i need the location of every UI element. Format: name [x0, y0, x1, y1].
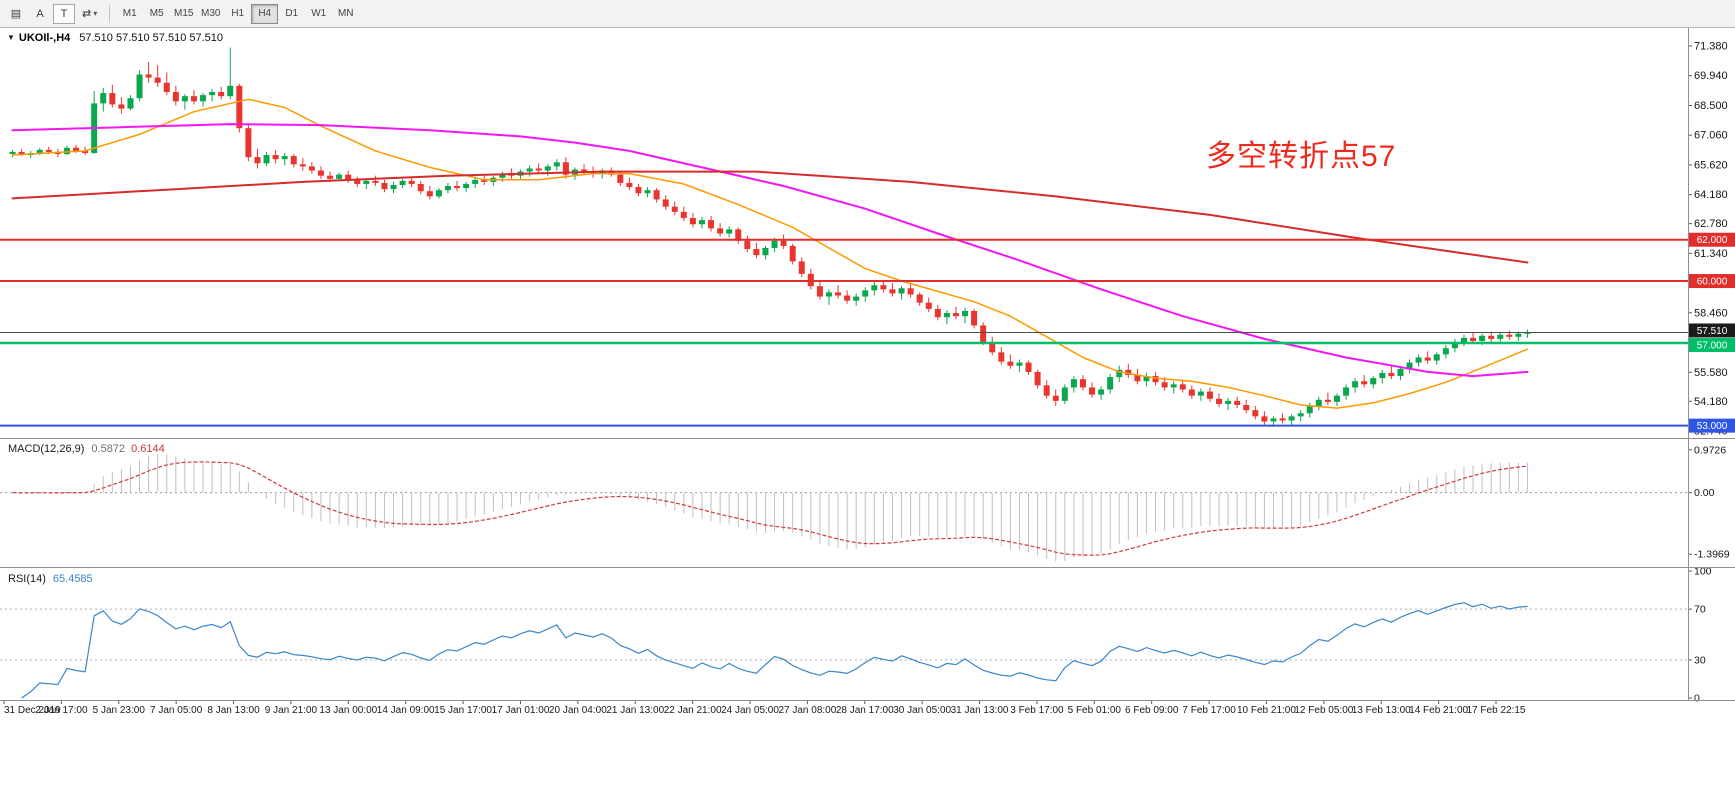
- timeframe-button-h1[interactable]: H1: [224, 4, 251, 24]
- rsi-tick-label: 70: [1694, 604, 1706, 616]
- time-tick-label: 13 Jan 00:00: [319, 705, 377, 716]
- time-tick-label: 31 Dec 2019: [4, 705, 61, 716]
- price-tick-label: 65.620: [1694, 159, 1728, 171]
- price-tick-label: 55.580: [1694, 367, 1728, 379]
- chart-title: ▼ UKOIl-,H4 57.510 57.510 57.510 57.510: [7, 32, 223, 44]
- time-tick-label: 6 Feb 09:00: [1125, 705, 1179, 716]
- toolbar: ▤ A T ⇄ ▾ M1 M5 M15 M30 H1 H4 D1 W1 MN: [0, 0, 1735, 28]
- time-tick-label: 21 Jan 13:00: [606, 705, 664, 716]
- price-tick-label: 54.180: [1694, 396, 1728, 408]
- svg-text:53.000: 53.000: [1697, 421, 1728, 432]
- price-tick-label: 64.180: [1694, 189, 1728, 201]
- price-tick-label: 69.940: [1694, 70, 1728, 82]
- price-tick-label: 61.340: [1694, 248, 1728, 260]
- rsi-tick-label: 30: [1694, 654, 1706, 666]
- time-tick-label: 22 Jan 21:00: [664, 705, 722, 716]
- rsi-name: RSI(14): [8, 573, 46, 585]
- time-tick-label: 10 Feb 21:00: [1237, 705, 1296, 716]
- rsi-line: [21, 602, 1528, 699]
- macd-tick-label: 0.9726: [1694, 444, 1726, 456]
- timeframe-button-m15[interactable]: M15: [170, 4, 197, 24]
- time-tick-label: 8 Jan 13:00: [207, 705, 260, 716]
- time-tick-label: 17 Feb 22:15: [1467, 705, 1526, 716]
- ma-medium-magenta: [11, 123, 1529, 378]
- timeframe-button-m1[interactable]: M1: [116, 4, 143, 24]
- price-tag: 62.000: [1689, 232, 1735, 247]
- timeframe-button-d1[interactable]: D1: [278, 4, 305, 24]
- main-price-panel[interactable]: [0, 47, 1688, 427]
- collapse-triangle-icon: ▼: [7, 33, 15, 42]
- toolbar-separator: [109, 4, 111, 23]
- time-tick-label: 9 Jan 21:00: [265, 705, 318, 716]
- macd-indicator-label: MACD(12,26,9) 0.5872 0.6144: [8, 443, 165, 455]
- chart-templates-button[interactable]: ▤: [5, 4, 27, 24]
- time-tick-label: 14 Jan 09:00: [377, 705, 435, 716]
- time-tick-label: 14 Feb 21:00: [1409, 705, 1468, 716]
- svg-text:62.000: 62.000: [1697, 235, 1728, 246]
- macd-signal-value: 0.6144: [131, 443, 165, 455]
- timeframe-group: M1 M5 M15 M30 H1 H4 D1 W1 MN: [116, 3, 359, 24]
- price-tag: 53.000: [1689, 418, 1735, 433]
- time-tick-label: 5 Jan 23:00: [93, 705, 146, 716]
- svg-text:57.510: 57.510: [1697, 326, 1728, 337]
- timeframe-button-h4[interactable]: H4: [251, 3, 279, 24]
- candlestick-series: [9, 47, 1531, 427]
- rsi-value: 65.4585: [52, 573, 93, 585]
- time-tick-label: 30 Jan 05:00: [893, 705, 951, 716]
- timeframe-button-w1[interactable]: W1: [305, 4, 332, 24]
- price-tick-label: 67.060: [1694, 130, 1728, 142]
- macd-tick-label: -1.3969: [1694, 549, 1730, 561]
- price-axis[interactable]: 71.380 69.940 68.500 67.060 65.620 64.180 62.7…: [1688, 40, 1735, 438]
- price-tag: 60.000: [1689, 274, 1735, 289]
- cycle-dropdown-button[interactable]: ⇄ ▾: [77, 4, 102, 24]
- price-tag: 57.000: [1689, 338, 1735, 353]
- chevron-down-icon: ▾: [93, 9, 98, 18]
- price-tick-label: 58.460: [1694, 307, 1728, 319]
- time-tick-label: 12 Feb 05:00: [1294, 705, 1353, 716]
- svg-text:57.000: 57.000: [1697, 341, 1728, 352]
- timeframe-button-m5[interactable]: M5: [143, 4, 170, 24]
- macd-name: MACD(12,26,9): [8, 443, 85, 455]
- price-tick-label: 62.780: [1694, 218, 1728, 230]
- time-tick-label: 7 Feb 17:00: [1182, 705, 1236, 716]
- chart-templates-icon: ▤: [10, 8, 22, 20]
- timeframe-button-m30[interactable]: M30: [197, 4, 224, 24]
- time-tick-label: 27 Jan 08:00: [778, 705, 836, 716]
- price-tick-label: 71.380: [1694, 40, 1728, 52]
- ohlc-values: 57.510 57.510 57.510 57.510: [79, 32, 224, 44]
- rsi-indicator-label: RSI(14) 65.4585: [8, 573, 93, 585]
- macd-main-value: 0.5872: [91, 443, 126, 455]
- ma-fast-orange: [11, 98, 1529, 409]
- symbol-period-label: UKOIl-,H4: [18, 32, 71, 44]
- rsi-panel[interactable]: 100 70 30 0: [0, 566, 1712, 705]
- time-tick-label: 17 Jan 01:00: [492, 705, 550, 716]
- text-a-button[interactable]: A: [29, 4, 51, 24]
- time-tick-label: 24 Jan 05:00: [721, 705, 779, 716]
- price-tag: 57.510: [1689, 323, 1735, 338]
- time-tick-label: 15 Jan 17:00: [434, 705, 492, 716]
- rsi-tick-label: 0: [1694, 693, 1700, 705]
- cycle-arrows-icon: ⇄: [82, 8, 92, 20]
- svg-text:60.000: 60.000: [1697, 277, 1728, 288]
- macd-tick-label: 0.00: [1694, 487, 1715, 499]
- time-tick-label: 31 Jan 13:00: [951, 705, 1009, 716]
- macd-signal-line: [12, 461, 1528, 556]
- time-tick-label: 7 Jan 05:00: [150, 705, 203, 716]
- time-tick-label: 5 Feb 01:00: [1068, 705, 1122, 716]
- time-tick-label: 13 Feb 13:00: [1352, 705, 1411, 716]
- price-tick-label: 68.500: [1694, 100, 1728, 112]
- rsi-tick-label: 100: [1694, 566, 1712, 578]
- time-tick-label: 28 Jan 17:00: [836, 705, 894, 716]
- text-tool-button[interactable]: T: [53, 3, 75, 24]
- time-tick-label: 20 Jan 04:00: [549, 705, 607, 716]
- annotation-text: 多空转折点57: [1206, 140, 1397, 173]
- timeframe-button-mn[interactable]: MN: [332, 4, 359, 24]
- time-tick-label: 3 Feb 17:00: [1010, 705, 1064, 716]
- macd-panel[interactable]: 0.9726 0.00 -1.3969: [0, 444, 1730, 562]
- time-tick-label: 2 Jan 17:00: [35, 705, 88, 716]
